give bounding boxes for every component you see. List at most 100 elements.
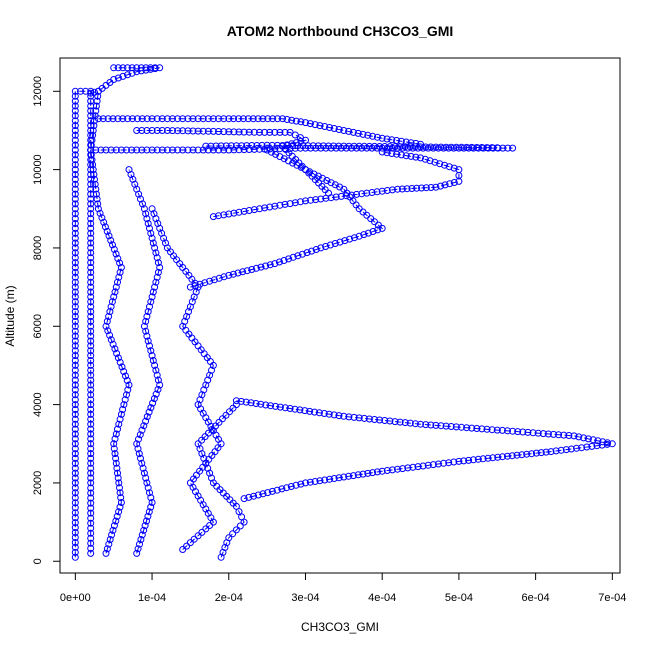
data-point xyxy=(518,451,526,459)
data-point xyxy=(143,127,151,134)
data-point xyxy=(301,407,309,415)
data-point xyxy=(153,115,161,123)
data-point xyxy=(71,464,79,472)
data-point xyxy=(413,184,421,192)
data-point xyxy=(169,115,176,123)
data-point xyxy=(138,459,146,467)
data-point xyxy=(71,151,79,159)
data-point xyxy=(71,112,79,120)
data-point xyxy=(575,433,583,441)
data-point xyxy=(398,185,406,193)
data-point xyxy=(102,322,110,330)
data-point xyxy=(383,467,391,474)
data-point xyxy=(264,115,272,123)
data-point xyxy=(302,197,309,205)
data-point xyxy=(71,278,79,286)
data-point xyxy=(71,313,79,320)
data-point xyxy=(225,115,233,123)
plot-marks xyxy=(71,64,616,561)
data-point xyxy=(422,143,430,151)
data-point xyxy=(106,536,114,543)
data-point xyxy=(129,115,136,123)
data-point xyxy=(250,492,258,500)
data-point xyxy=(148,205,156,213)
data-point xyxy=(509,144,517,152)
data-point xyxy=(364,469,372,477)
data-point xyxy=(87,484,95,492)
data-point xyxy=(121,396,129,404)
x-tick-label: 1e-04 xyxy=(138,592,166,604)
data-point xyxy=(287,483,295,490)
data-point xyxy=(112,454,120,462)
data-point xyxy=(222,411,230,419)
data-point xyxy=(190,535,198,543)
y-tick-label: 12000 xyxy=(32,76,44,107)
data-point xyxy=(225,210,233,218)
data-point xyxy=(266,261,274,269)
data-point xyxy=(109,340,117,348)
data-point xyxy=(142,317,150,325)
data-point xyxy=(152,278,160,286)
data-point xyxy=(411,420,419,428)
data-point xyxy=(534,429,542,437)
data-point xyxy=(452,143,460,151)
data-point xyxy=(134,545,142,553)
data-point xyxy=(244,115,252,123)
data-point xyxy=(71,185,79,193)
data-point xyxy=(71,220,79,227)
data-point xyxy=(309,142,317,150)
data-point xyxy=(198,528,206,536)
y-axis-label: Altitude (m) xyxy=(3,285,17,346)
data-point xyxy=(220,273,228,281)
data-point xyxy=(87,254,95,262)
data-point xyxy=(337,192,345,200)
data-point xyxy=(330,125,338,132)
data-point xyxy=(71,200,79,208)
data-point xyxy=(292,481,300,489)
data-point xyxy=(291,405,299,413)
data-point xyxy=(138,426,146,434)
data-point xyxy=(92,107,100,115)
data-point xyxy=(489,454,497,462)
data-point xyxy=(114,469,121,477)
data-point xyxy=(87,440,95,448)
data-point xyxy=(378,148,386,156)
data-point xyxy=(191,282,199,290)
data-point xyxy=(321,123,329,130)
data-point xyxy=(71,322,79,330)
data-point xyxy=(311,121,319,129)
data-point xyxy=(144,512,152,520)
data-point xyxy=(107,303,115,311)
data-point xyxy=(369,469,377,477)
data-point xyxy=(542,448,550,456)
data-point xyxy=(102,146,110,154)
data-point xyxy=(87,479,95,487)
data-point xyxy=(354,471,362,479)
data-point xyxy=(220,115,228,123)
data-point xyxy=(71,514,79,522)
data-point xyxy=(114,74,122,82)
data-point xyxy=(297,137,305,145)
data-point xyxy=(296,198,304,206)
data-point xyxy=(116,358,124,366)
data-point xyxy=(87,347,95,355)
data-point xyxy=(460,457,468,465)
data-point xyxy=(146,303,153,311)
data-point xyxy=(71,234,79,242)
data-point xyxy=(145,408,153,416)
data-point xyxy=(378,134,386,142)
data-point xyxy=(473,144,481,151)
data-point xyxy=(156,381,164,389)
data-point xyxy=(87,234,95,242)
series-9 xyxy=(87,144,517,154)
data-point xyxy=(117,410,125,418)
data-point xyxy=(345,127,353,135)
data-point xyxy=(436,160,444,168)
data-point xyxy=(114,64,122,72)
data-point xyxy=(524,428,532,436)
data-point xyxy=(304,142,312,150)
series-line xyxy=(90,91,130,554)
data-point xyxy=(383,149,391,157)
data-point xyxy=(71,166,79,174)
data-point xyxy=(184,127,192,135)
